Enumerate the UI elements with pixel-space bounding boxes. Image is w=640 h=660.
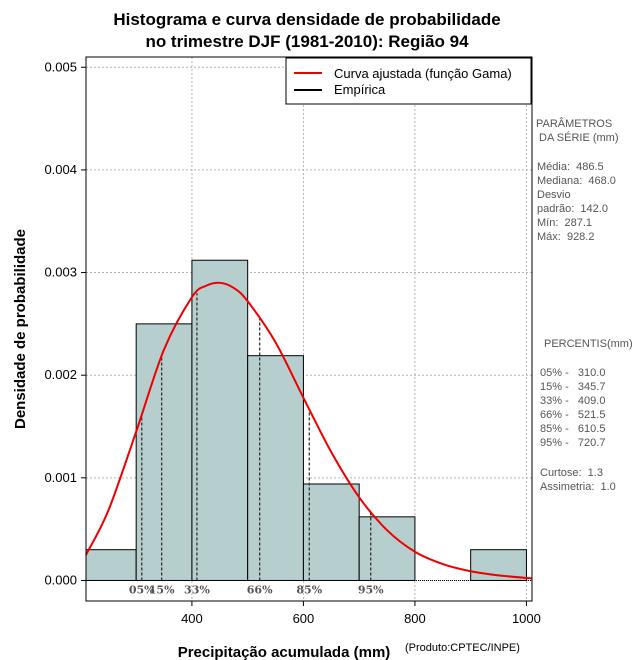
stat-desvio-line1: Desvio bbox=[537, 189, 571, 201]
histogram-bar bbox=[191, 259, 249, 581]
percentile-label: 05% bbox=[129, 583, 155, 596]
stat-curtose: Curtose: 1.3 bbox=[540, 467, 603, 479]
y-tick-label: 0.003 bbox=[44, 265, 77, 280]
stat-mediana: Mediana: 468.0 bbox=[537, 175, 616, 187]
percentile-label: 33% bbox=[184, 583, 210, 596]
y-tick-label: 0.005 bbox=[44, 59, 77, 74]
legend-box bbox=[285, 57, 532, 105]
stat-max: Máx: 928.2 bbox=[537, 231, 594, 243]
percentile-label: 85% bbox=[296, 583, 322, 596]
histogram-bar bbox=[302, 483, 360, 581]
curve-layer bbox=[85, 281, 533, 580]
legend-empirical-label: Empírica bbox=[334, 82, 386, 97]
credit-text: (Produto:CPTEC/INPE) bbox=[405, 642, 520, 654]
histogram-bar bbox=[247, 355, 304, 581]
histogram-bar bbox=[358, 516, 416, 581]
percentil-85: 85% - 610.5 bbox=[540, 423, 605, 435]
percentil-05: 05% - 310.0 bbox=[540, 367, 605, 379]
legend-fitted-label: Curva ajustada (função Gama) bbox=[334, 66, 512, 81]
percentis-title: PERCENTIS(mm) bbox=[544, 338, 633, 350]
stat-desvio-line2: padrão: 142.0 bbox=[537, 203, 608, 215]
percentil-95: 95% - 720.7 bbox=[540, 437, 605, 449]
percentil-33: 33% - 409.0 bbox=[540, 395, 605, 407]
y-tick-label: 0.001 bbox=[44, 470, 77, 485]
y-tick-label: 0.004 bbox=[44, 162, 77, 177]
percentile-label: 15% bbox=[149, 583, 175, 596]
histogram-bar bbox=[135, 323, 193, 581]
bars-layer bbox=[85, 259, 532, 581]
legend: Curva ajustada (função Gama) Empírica bbox=[285, 57, 532, 105]
y-tick-label: 0.000 bbox=[44, 572, 77, 587]
fitted-gamma-curve bbox=[85, 281, 533, 580]
x-tick-label: 600 bbox=[293, 611, 315, 626]
percentile-labels-layer: 05%15% 33% 66% 85% 95% bbox=[129, 583, 384, 596]
plot-frame bbox=[85, 56, 533, 602]
x-tick-label: 400 bbox=[181, 611, 203, 626]
params-title-line2: DA SÉRIE (mm) bbox=[536, 131, 619, 144]
percentil-66: 66% - 521.5 bbox=[540, 409, 605, 421]
side-panel: PARÂMETROS DA SÉRIE (mm) Média: 486.5 Me… bbox=[536, 117, 633, 493]
axis-layer: 400 600 800 1000 0.000 0.001 0.002 0.003 0.004 0.… bbox=[44, 59, 540, 626]
percentile-label: 95% bbox=[358, 583, 384, 596]
chart-title-line1: Histograma e curva densidade de probabil… bbox=[113, 10, 500, 29]
params-title-line1: PARÂMETROS bbox=[536, 117, 612, 130]
stat-assimetria: Assimetria: 1.0 bbox=[540, 481, 616, 493]
stat-media: Média: 486.5 bbox=[537, 161, 604, 173]
y-axis-label: Densidade de probabilidade bbox=[12, 229, 29, 429]
x-axis-label: Precipitação acumulada (mm) bbox=[178, 644, 391, 660]
stat-min: Mín: 287.1 bbox=[537, 217, 592, 229]
percentile-label: 66% bbox=[247, 583, 273, 596]
x-tick-label: 800 bbox=[404, 611, 426, 626]
histogram-bar bbox=[85, 549, 137, 581]
y-tick-label: 0.002 bbox=[44, 367, 77, 382]
percentile-lines-layer bbox=[141, 293, 372, 581]
percentil-15: 15% - 345.7 bbox=[540, 381, 605, 393]
chart-title-line2: no trimestre DJF (1981-2010): Região 94 bbox=[145, 32, 469, 51]
x-tick-label: 1000 bbox=[512, 611, 541, 626]
